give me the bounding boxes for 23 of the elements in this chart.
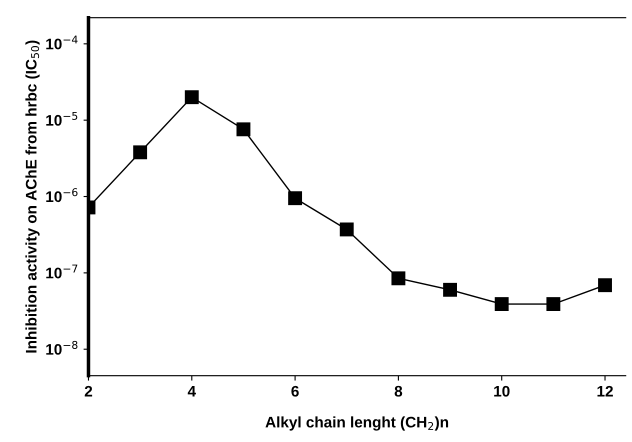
point: [391, 271, 406, 286]
point: [236, 122, 250, 136]
y-tick-label: 10$^{−4}$: [46, 36, 78, 50]
point: [598, 278, 612, 292]
point: [133, 145, 148, 160]
y-axis-title: Inhibition activity on AChE from hrbc (IC$_{50}$): [25, 40, 40, 353]
point: [288, 191, 302, 206]
y-tick-label: 10$^{−8}$: [46, 340, 78, 355]
x-tick-label: 6: [291, 386, 299, 397]
x-tick-label: 2: [84, 386, 92, 396]
x-tick-label: 8: [394, 386, 402, 397]
point: [443, 282, 457, 297]
point: [546, 297, 560, 312]
point: [340, 222, 354, 236]
y-tick-label: 10$^{−6}$: [46, 188, 78, 202]
x-tick-label: 4: [188, 386, 196, 396]
x-axis-title: Alkyl chain lenght (CH$_{2}$)n: [265, 416, 448, 431]
x-tick-label: 10: [494, 386, 510, 397]
point: [494, 297, 509, 312]
x-tick-label: 12: [597, 386, 613, 396]
point: [184, 90, 199, 104]
y-tick-label: 10$^{−5}$: [46, 112, 78, 126]
y-tick-label: 10$^{−7}$: [46, 264, 78, 278]
